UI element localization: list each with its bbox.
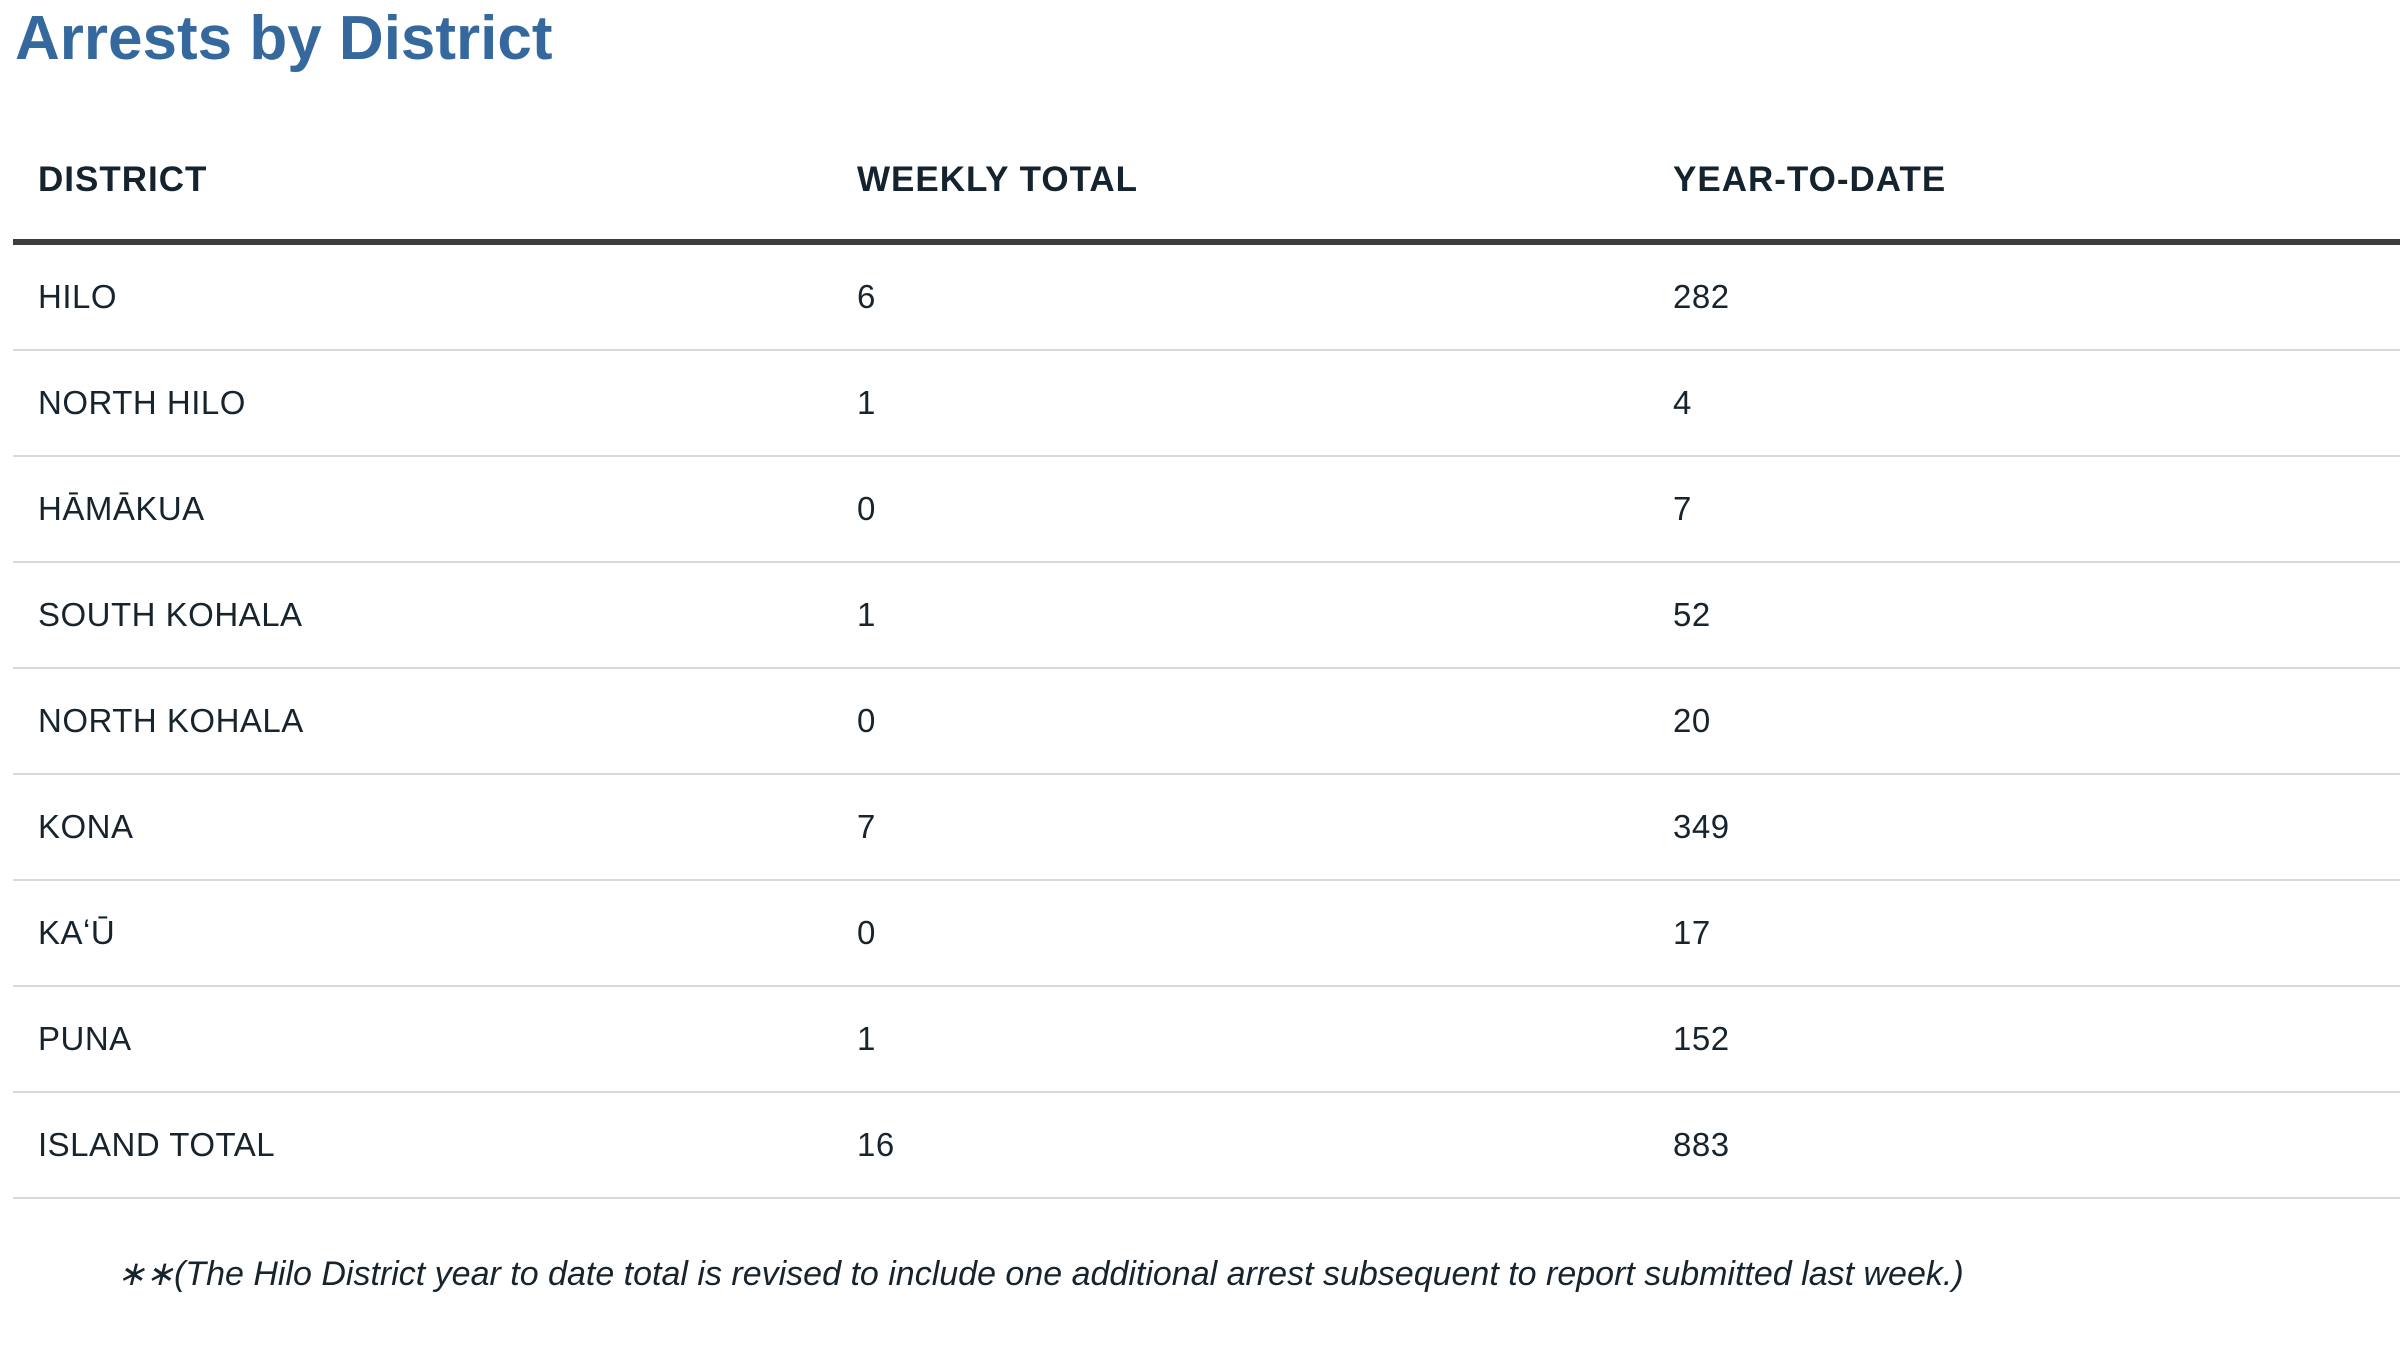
weekly-total-cell: 1: [832, 562, 1648, 669]
year-to-date-cell: 349: [1648, 774, 2400, 881]
weekly-total-cell: 1: [832, 986, 1648, 1093]
weekly-total-cell: 1: [832, 350, 1648, 457]
table-row: HĀMĀKUA 0 7: [13, 456, 2400, 563]
district-cell: PUNA: [13, 986, 832, 1093]
table-header-row: DISTRICT WEEKLY TOTAL YEAR-TO-DATE: [13, 139, 2400, 245]
district-cell: HĀMĀKUA: [13, 456, 832, 563]
table-row: PUNA 1 152: [13, 986, 2400, 1093]
table-row: NORTH HILO 1 4: [13, 350, 2400, 457]
weekly-total-cell: 0: [832, 456, 1648, 563]
table-row: KONA 7 349: [13, 774, 2400, 881]
weekly-total-cell: 0: [832, 880, 1648, 987]
district-cell: NORTH HILO: [13, 350, 832, 457]
column-header-year-to-date: YEAR-TO-DATE: [1648, 139, 2400, 245]
year-to-date-cell: 282: [1648, 242, 2400, 351]
weekly-total-cell: 6: [832, 242, 1648, 351]
table-body: HILO 6 282 NORTH HILO 1 4 HĀMĀKUA 0 7 SOUTH KOHAL…: [13, 242, 2400, 1199]
year-to-date-cell: 7: [1648, 456, 2400, 563]
district-cell: HILO: [13, 242, 832, 351]
page-title: Arrests by District: [15, 4, 553, 73]
footnote: ∗∗(The Hilo District year to date total …: [117, 1255, 1964, 1293]
table-row: KAʻŪ 0 17: [13, 880, 2400, 987]
year-to-date-cell: 20: [1648, 668, 2400, 775]
district-cell: KONA: [13, 774, 832, 881]
weekly-total-cell: 7: [832, 774, 1648, 881]
year-to-date-cell: 17: [1648, 880, 2400, 987]
table-row: HILO 6 282: [13, 242, 2400, 351]
table-row: NORTH KOHALA 0 20: [13, 668, 2400, 775]
year-to-date-cell: 883: [1648, 1092, 2400, 1199]
district-cell: ISLAND TOTAL: [13, 1092, 832, 1199]
column-header-weekly-total: WEEKLY TOTAL: [832, 139, 1648, 245]
district-cell: SOUTH KOHALA: [13, 562, 832, 669]
weekly-total-cell: 0: [832, 668, 1648, 775]
year-to-date-cell: 4: [1648, 350, 2400, 457]
year-to-date-cell: 152: [1648, 986, 2400, 1093]
table-row: ISLAND TOTAL 16 883: [13, 1092, 2400, 1199]
table-row: SOUTH KOHALA 1 52: [13, 562, 2400, 669]
arrests-by-district-table: DISTRICT WEEKLY TOTAL YEAR-TO-DATE HILO 6…: [13, 139, 2400, 1199]
weekly-total-cell: 16: [832, 1092, 1648, 1199]
table-header: DISTRICT WEEKLY TOTAL YEAR-TO-DATE: [13, 139, 2400, 245]
district-cell: KAʻŪ: [13, 880, 832, 987]
year-to-date-cell: 52: [1648, 562, 2400, 669]
column-header-district: DISTRICT: [13, 139, 832, 245]
district-cell: NORTH KOHALA: [13, 668, 832, 775]
